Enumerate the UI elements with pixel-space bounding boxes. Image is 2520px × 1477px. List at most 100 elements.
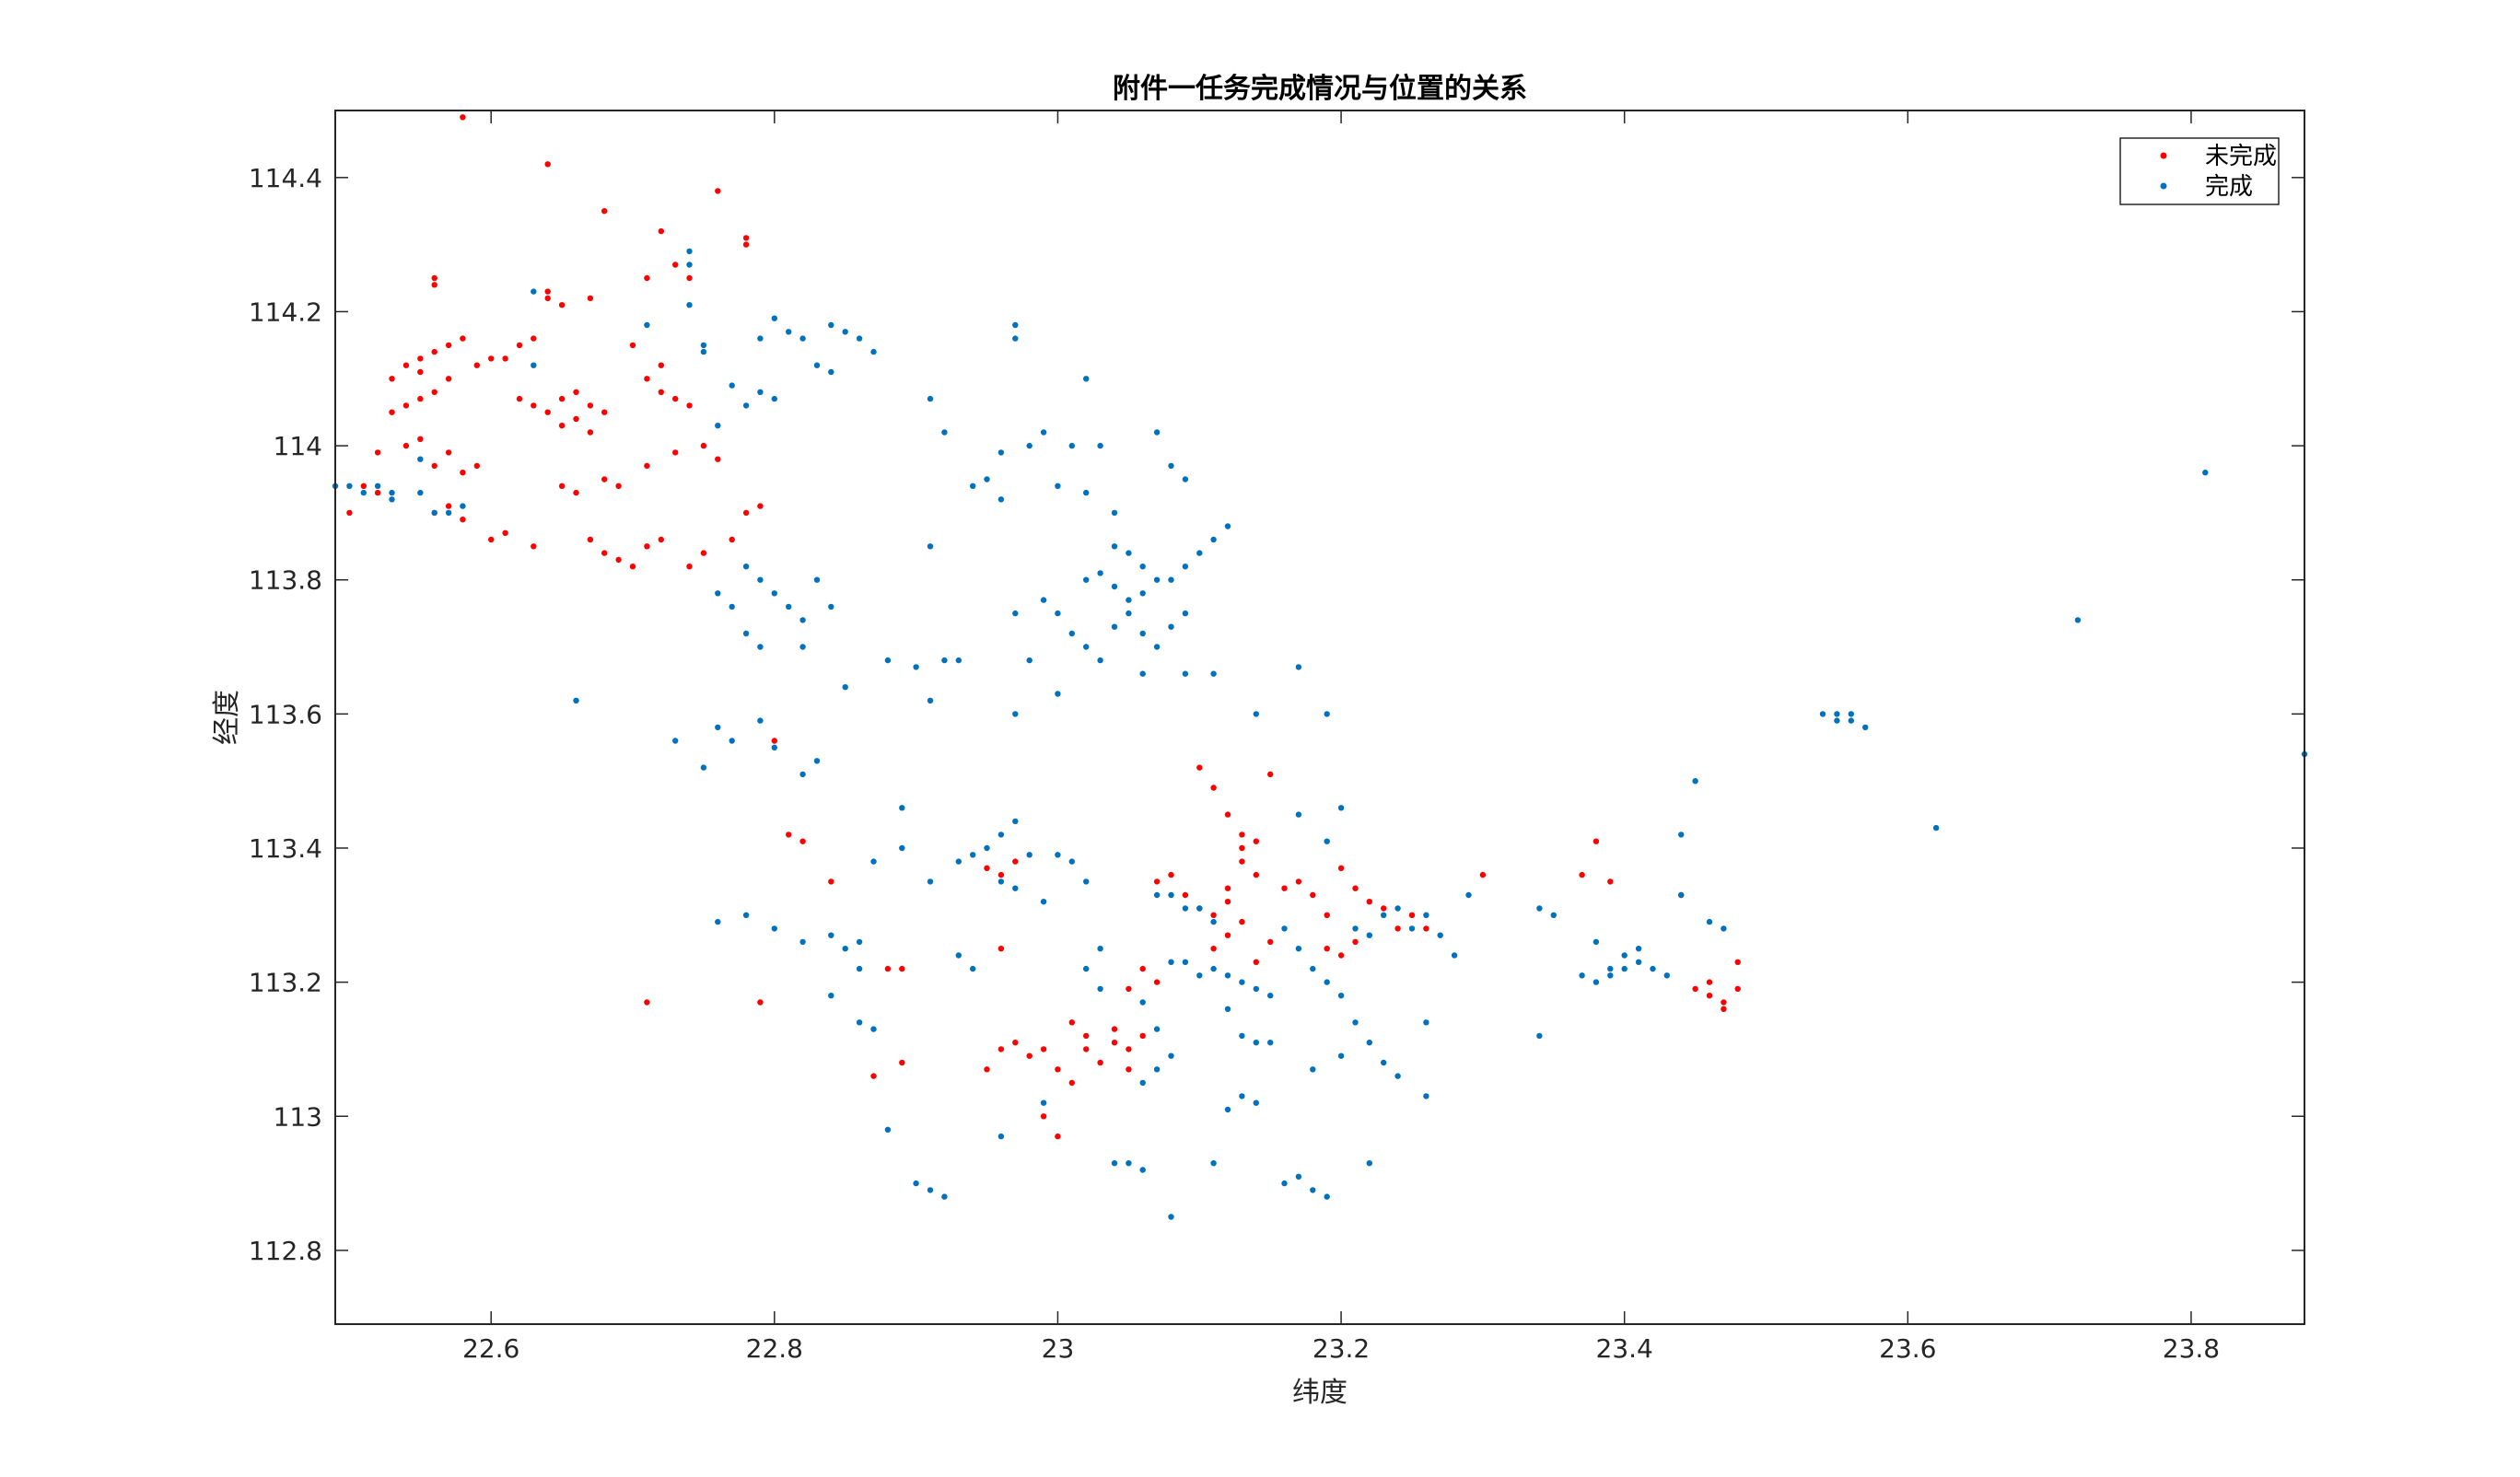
data-point [828,368,834,376]
data-point [1819,711,1826,717]
data-point [1153,1026,1161,1032]
data-point [771,744,777,750]
data-point [884,1126,892,1134]
data-point [1083,878,1090,885]
data-point [1182,476,1189,483]
data-point [998,1133,1005,1140]
data-point [1281,885,1288,891]
data-point [742,402,750,409]
data-point [1834,711,1840,717]
data-point [828,932,834,938]
data-point [1324,838,1330,844]
data-point [1055,610,1061,617]
data-point [1337,952,1345,959]
data-point [1592,838,1600,844]
data-point [389,496,395,503]
x-axis-label: 纬度 [1292,1377,1348,1409]
data-point [1848,717,1855,724]
data-point [445,342,452,349]
data-point [601,550,608,556]
data-point [1168,891,1174,899]
y-tick-label: 112.8 [249,1236,322,1266]
data-point [1324,711,1330,717]
data-point [813,576,821,583]
data-point [431,509,438,517]
data-point [389,409,395,415]
data-point [813,758,821,764]
chart-title: 附件一任务完成情况与位置的关系 [1113,73,1527,105]
data-point [870,1026,877,1032]
data-point [1111,1160,1118,1167]
data-point [1083,644,1090,650]
data-point [1097,985,1103,993]
data-point [757,576,764,583]
data-point [1366,1040,1373,1046]
data-point [672,395,679,402]
data-point [757,335,764,342]
data-point [1310,1066,1316,1073]
data-point [1706,918,1713,925]
data-point [601,476,608,483]
data-point [1153,891,1161,899]
data-point [1394,905,1401,912]
data-point [1423,1019,1429,1026]
data-point [1182,610,1189,617]
data-point [1465,891,1472,899]
data-point [1239,979,1245,985]
data-point [460,470,466,476]
data-point [856,965,863,972]
y-tick-label: 113 [274,1101,322,1132]
data-point [502,529,508,536]
data-point [1012,321,1019,329]
data-point [1182,670,1189,677]
data-point [445,503,452,509]
data-point [587,536,594,543]
data-point [1210,965,1217,972]
data-point [799,617,806,623]
data-point [686,248,693,255]
data-point [771,590,777,597]
data-point [729,382,735,389]
data-point [1310,891,1316,899]
data-point [1068,1019,1076,1026]
data-point [1168,462,1174,470]
data-point [1253,711,1260,717]
data-point [1210,670,1217,677]
data-point [1012,885,1019,891]
x-tick-label: 23.6 [1879,1333,1936,1364]
data-point [573,389,579,395]
data-point [544,161,551,168]
y-tick-label: 114.4 [249,163,322,193]
data-point [629,342,636,349]
data-point [927,1187,934,1193]
data-point [1607,972,1614,979]
data-point [984,476,990,483]
data-point [658,227,664,235]
data-point [1153,979,1161,985]
data-point [573,489,579,496]
legend-box [2119,137,2280,205]
data-point [544,288,551,295]
data-point [374,489,381,496]
data-point [742,630,750,637]
data-point [672,449,679,456]
data-point [672,738,679,744]
data-point [1381,1059,1387,1066]
data-point [431,462,438,470]
data-point [1224,811,1231,818]
data-point [1592,979,1600,985]
data-point [941,1193,948,1200]
data-point [1111,543,1118,550]
data-point [984,844,990,852]
data-point [1040,1099,1047,1106]
data-point [1253,838,1260,844]
data-point [1607,965,1614,972]
data-point [927,543,934,550]
data-point [1352,1019,1359,1026]
data-point [1423,912,1429,918]
data-point [1111,1040,1118,1046]
data-point [1734,985,1741,993]
data-point [1168,1053,1174,1059]
data-point [970,483,976,489]
data-point [715,423,721,429]
